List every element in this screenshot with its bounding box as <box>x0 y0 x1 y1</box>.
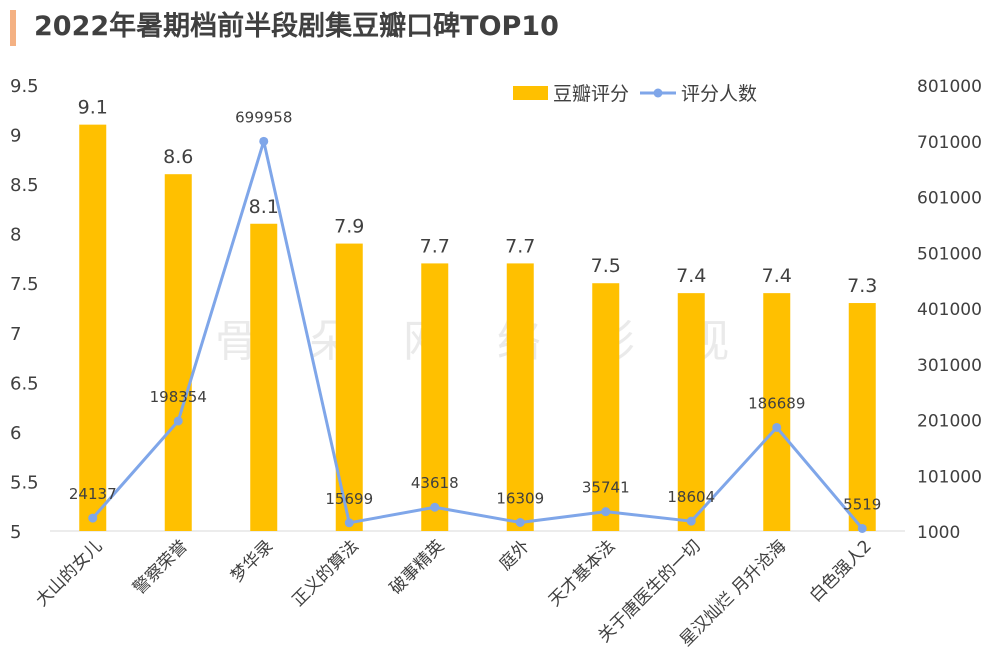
bar <box>763 293 791 531</box>
y-right-tick-label: 501000 <box>917 244 982 264</box>
bar-data-label: 7.3 <box>847 275 877 297</box>
x-tick-label: 正义的算法 <box>289 536 363 610</box>
y-left-tick-label: 9 <box>10 126 21 147</box>
bar-data-label: 7.4 <box>676 265 706 287</box>
bar-data-label: 7.5 <box>591 255 621 277</box>
line-data-label: 16309 <box>496 489 544 507</box>
y-left-tick-label: 8.5 <box>10 175 39 196</box>
bar <box>506 263 534 531</box>
legend-label-bar: 豆瓣评分 <box>553 83 629 105</box>
line-point <box>344 518 354 528</box>
line-data-label: 5519 <box>843 495 881 513</box>
line-data-label: 43618 <box>411 474 459 492</box>
bar-data-label: 7.4 <box>762 265 792 287</box>
line-point <box>772 422 782 432</box>
page-title: 2022年暑期档前半段剧集豆瓣口碑TOP10 <box>34 11 559 42</box>
y-right-tick-label: 601000 <box>917 189 982 209</box>
line-point <box>88 513 98 523</box>
y-right-tick-label: 301000 <box>917 356 982 376</box>
line-data-label: 18604 <box>667 488 715 506</box>
line-point <box>686 516 696 526</box>
x-tick-label: 警察荣誉 <box>130 536 192 598</box>
bar-data-label: 9.1 <box>78 97 108 119</box>
bar-data-label: 7.7 <box>505 235 535 257</box>
y-left-tick-label: 5 <box>10 522 21 543</box>
y-right-tick-label: 1000 <box>917 523 960 543</box>
bar <box>592 283 620 531</box>
bar <box>335 243 363 532</box>
x-tick-label: 白色强人2 <box>806 536 876 606</box>
x-tick-label: 庭外 <box>496 536 534 574</box>
line-data-label: 35741 <box>582 479 630 497</box>
y-right-tick-label: 201000 <box>917 412 982 432</box>
x-tick-label: 天才基本法 <box>545 536 619 610</box>
line-data-label: 15699 <box>325 490 373 508</box>
y-left-tick-label: 7 <box>10 324 21 345</box>
legend-label-line: 评分人数 <box>681 83 757 105</box>
y-right-tick-label: 801000 <box>917 77 982 97</box>
line-data-label: 198354 <box>150 388 207 406</box>
bar <box>164 174 192 531</box>
y-left-tick-label: 7.5 <box>10 274 39 295</box>
line-point <box>601 507 611 517</box>
bar-data-label: 8.6 <box>163 146 193 168</box>
bar <box>677 293 705 531</box>
line-point <box>259 136 269 146</box>
line-data-label: 24137 <box>69 485 117 503</box>
bar-data-label: 8.1 <box>249 196 279 218</box>
y-left-tick-label: 6.5 <box>10 373 39 394</box>
x-tick-label: 梦华录 <box>227 536 277 586</box>
legend-swatch-bar <box>513 86 548 100</box>
bar <box>848 303 876 531</box>
y-right-tick-label: 101000 <box>917 467 982 487</box>
line-series-path <box>91 139 864 530</box>
bar <box>79 124 107 532</box>
y-left-tick-label: 6 <box>10 423 21 444</box>
legend-swatch-marker <box>653 88 663 98</box>
x-tick-label: 破事精英 <box>386 536 448 598</box>
title-accent-bar <box>10 10 16 46</box>
y-right-tick-label: 701000 <box>917 133 982 153</box>
line-data-label: 699958 <box>235 108 292 126</box>
x-tick-label: 大山的女儿 <box>32 536 106 610</box>
watermark: 骨朵网络影视 <box>215 316 779 367</box>
y-left-tick-label: 8 <box>10 225 21 246</box>
bar-data-label: 7.7 <box>420 235 450 257</box>
y-right-tick-label: 401000 <box>917 300 982 320</box>
y-left-tick-label: 5.5 <box>10 472 39 493</box>
line-point <box>857 523 867 533</box>
line-point <box>173 416 183 426</box>
bar <box>250 223 278 531</box>
y-left-tick-label: 9.5 <box>10 76 39 97</box>
line-point <box>430 502 440 512</box>
bar <box>421 263 449 531</box>
line-data-label: 186689 <box>748 394 805 412</box>
line-point <box>515 517 525 527</box>
bar-data-label: 7.9 <box>334 216 364 238</box>
